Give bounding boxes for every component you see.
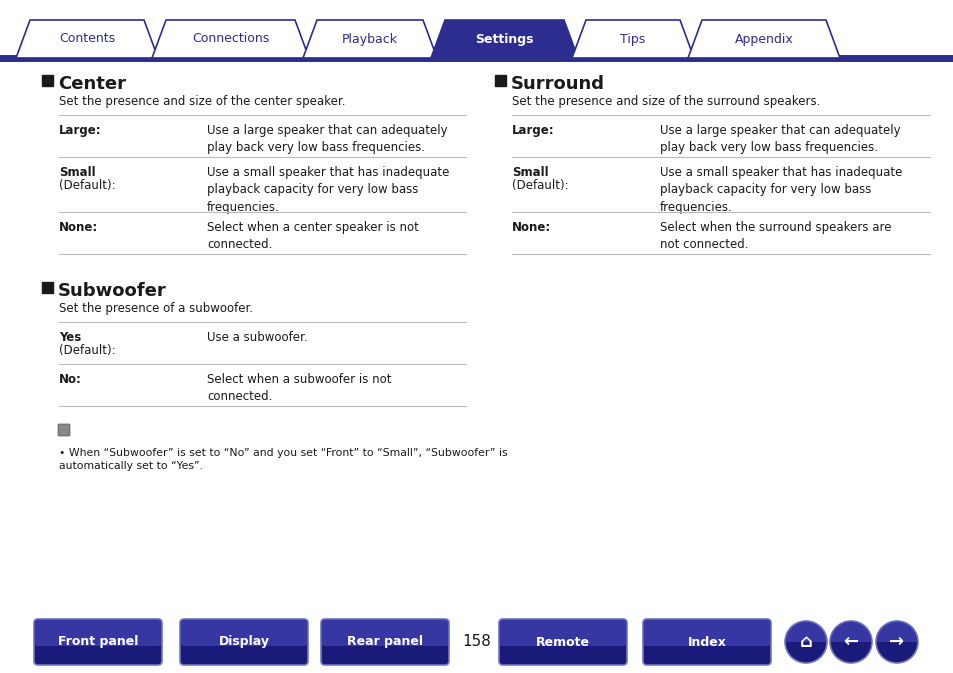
Text: (Default):: (Default): — [59, 179, 115, 192]
FancyBboxPatch shape — [642, 619, 770, 665]
Text: Small: Small — [59, 166, 95, 179]
Text: None:: None: — [512, 221, 551, 234]
FancyBboxPatch shape — [642, 619, 770, 646]
Text: Settings: Settings — [475, 32, 533, 46]
Text: Tips: Tips — [619, 32, 645, 46]
FancyBboxPatch shape — [34, 619, 162, 646]
Text: Use a subwoofer.: Use a subwoofer. — [207, 331, 307, 344]
Text: Contents: Contents — [59, 32, 115, 46]
Text: Remote: Remote — [536, 635, 589, 649]
Text: ←: ← — [842, 633, 858, 651]
Polygon shape — [572, 20, 693, 58]
Text: None:: None: — [59, 221, 98, 234]
Text: Yes: Yes — [59, 331, 81, 344]
Text: Surround: Surround — [511, 75, 604, 93]
Text: ⌂: ⌂ — [799, 633, 812, 651]
Text: Large:: Large: — [512, 124, 554, 137]
Text: Connections: Connections — [192, 32, 269, 46]
Text: Use a large speaker that can adequately
play back very low bass frequencies.: Use a large speaker that can adequately … — [659, 124, 900, 155]
Wedge shape — [829, 621, 871, 642]
Text: Playback: Playback — [341, 32, 397, 46]
FancyBboxPatch shape — [58, 424, 70, 436]
Polygon shape — [687, 20, 840, 58]
FancyBboxPatch shape — [498, 619, 626, 665]
Bar — [42, 282, 53, 293]
Text: Index: Index — [687, 635, 725, 649]
Text: Select when a center speaker is not
connected.: Select when a center speaker is not conn… — [207, 221, 418, 252]
Text: Set the presence and size of the center speaker.: Set the presence and size of the center … — [59, 95, 345, 108]
Circle shape — [875, 621, 917, 663]
Text: Use a small speaker that has inadequate
playback capacity for very low bass
freq: Use a small speaker that has inadequate … — [659, 166, 902, 214]
Polygon shape — [152, 20, 309, 58]
Text: 158: 158 — [462, 635, 491, 649]
FancyBboxPatch shape — [320, 619, 449, 646]
Circle shape — [829, 621, 871, 663]
FancyBboxPatch shape — [34, 619, 162, 665]
Text: Display: Display — [218, 635, 269, 649]
Text: Rear panel: Rear panel — [347, 635, 422, 649]
Text: Large:: Large: — [59, 124, 102, 137]
Text: Set the presence and size of the surround speakers.: Set the presence and size of the surroun… — [512, 95, 820, 108]
Circle shape — [784, 621, 826, 663]
Text: (Default):: (Default): — [59, 344, 115, 357]
Text: Select when a subwoofer is not
connected.: Select when a subwoofer is not connected… — [207, 373, 391, 404]
Wedge shape — [784, 621, 826, 642]
Text: Center: Center — [58, 75, 126, 93]
FancyBboxPatch shape — [180, 619, 308, 646]
Text: (Default):: (Default): — [512, 179, 568, 192]
Text: Subwoofer: Subwoofer — [58, 282, 167, 300]
FancyBboxPatch shape — [320, 619, 449, 665]
FancyBboxPatch shape — [180, 619, 308, 665]
Polygon shape — [16, 20, 158, 58]
Bar — [495, 75, 505, 86]
Text: →: → — [888, 633, 903, 651]
Wedge shape — [875, 621, 917, 642]
Text: Use a small speaker that has inadequate
playback capacity for very low bass
freq: Use a small speaker that has inadequate … — [207, 166, 449, 214]
Text: Front panel: Front panel — [58, 635, 138, 649]
Bar — [42, 75, 53, 86]
Polygon shape — [303, 20, 436, 58]
Text: Small: Small — [512, 166, 548, 179]
Text: No:: No: — [59, 373, 82, 386]
Text: • When “Subwoofer” is set to “No” and you set “Front” to “Small”, “Subwoofer” is: • When “Subwoofer” is set to “No” and yo… — [59, 448, 507, 471]
FancyBboxPatch shape — [498, 619, 626, 646]
Text: Appendix: Appendix — [734, 32, 793, 46]
Text: Select when the surround speakers are
not connected.: Select when the surround speakers are no… — [659, 221, 890, 252]
Text: Use a large speaker that can adequately
play back very low bass frequencies.: Use a large speaker that can adequately … — [207, 124, 447, 155]
Polygon shape — [431, 20, 578, 58]
Text: Set the presence of a subwoofer.: Set the presence of a subwoofer. — [59, 302, 253, 315]
